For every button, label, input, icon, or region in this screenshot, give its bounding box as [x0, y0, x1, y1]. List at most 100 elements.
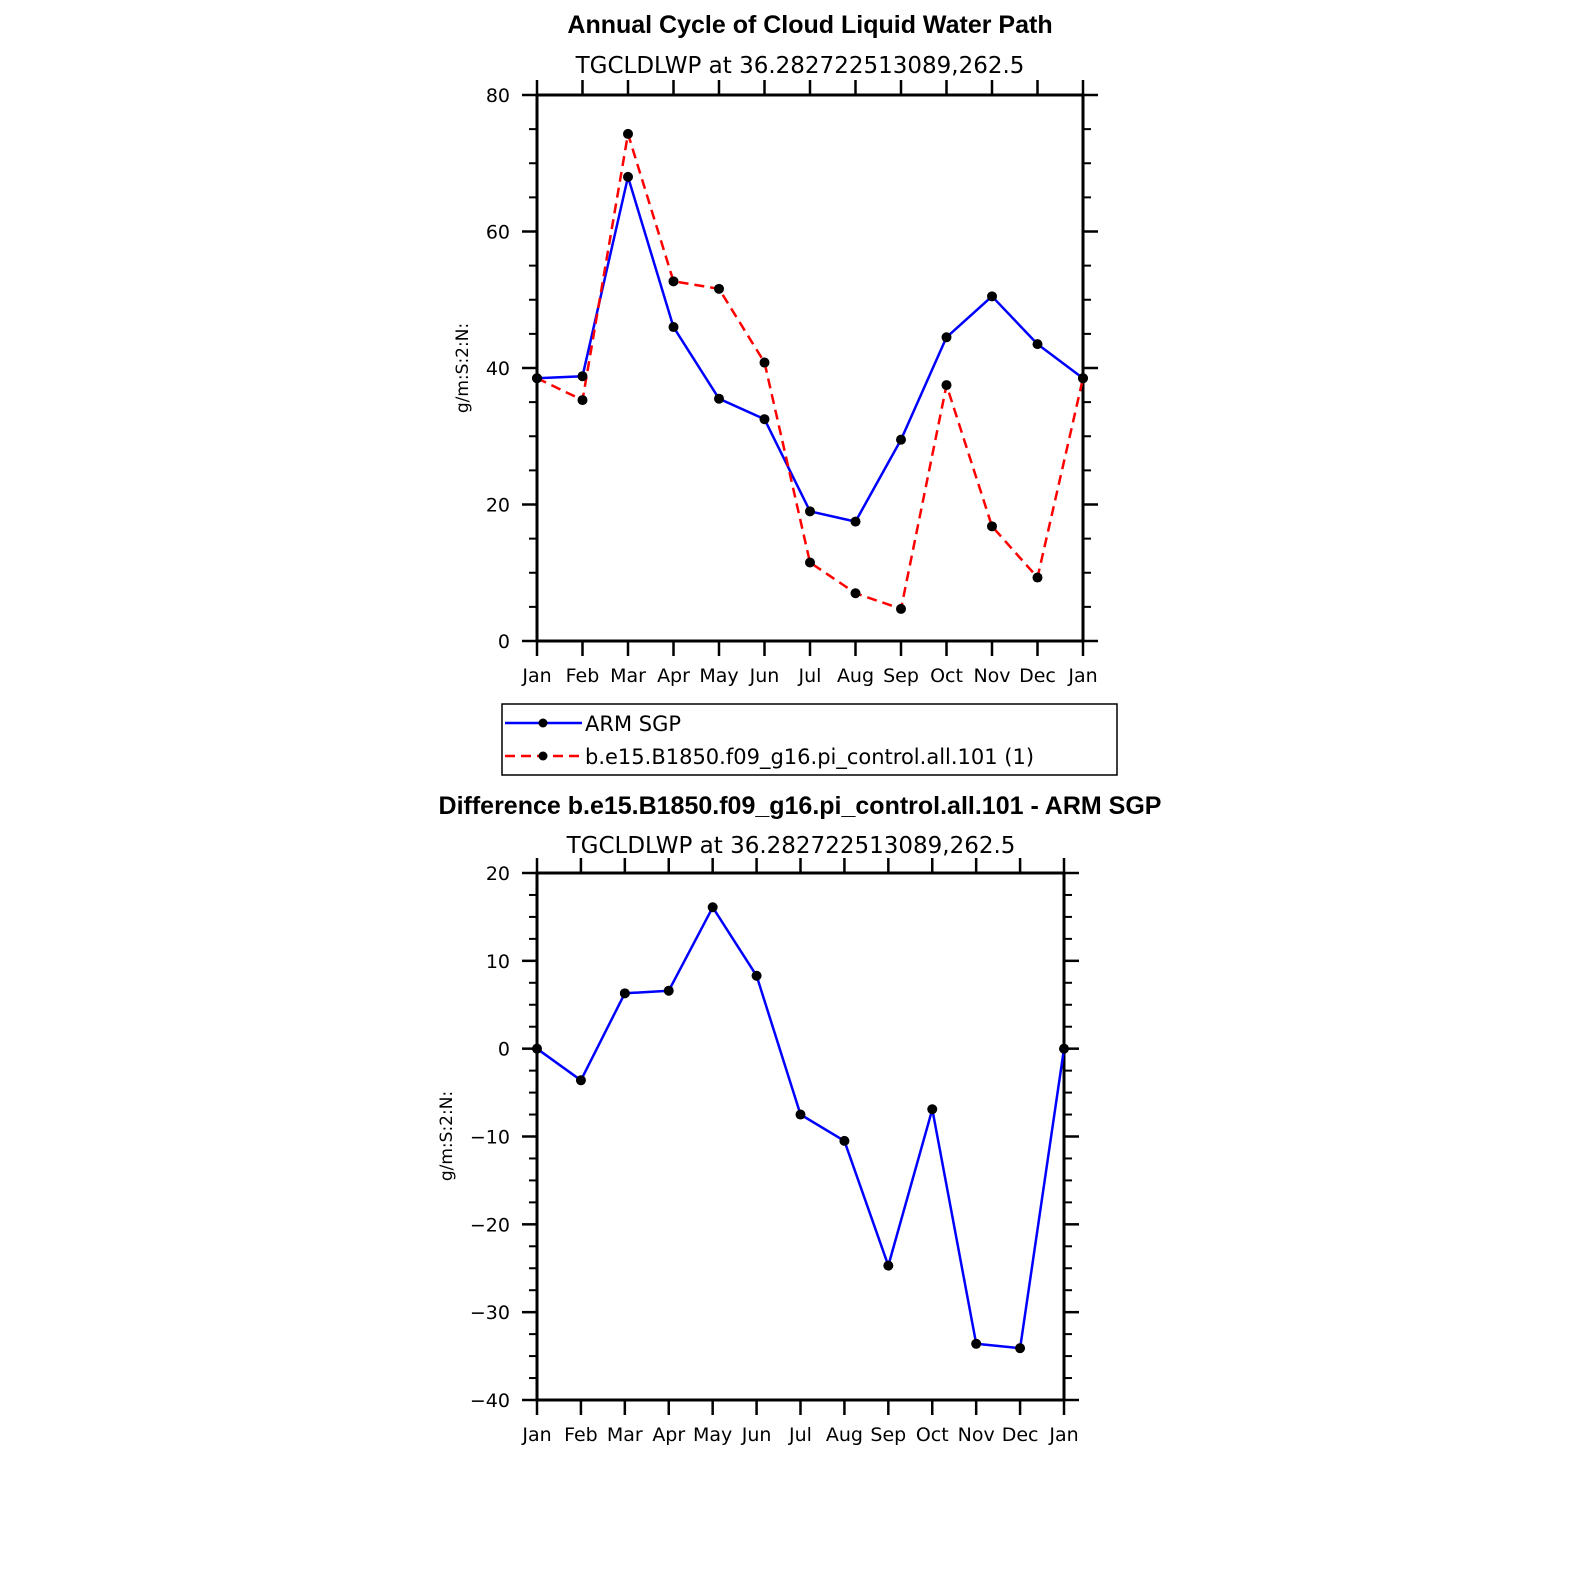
data-point-series-2 — [623, 128, 633, 139]
data-point-series-1 — [883, 1260, 894, 1271]
series-line-2 — [536, 132, 1085, 611]
data-point-series-2 — [896, 603, 906, 614]
x-tick-label: Aug — [826, 1424, 863, 1446]
series-group — [532, 902, 1069, 1354]
data-point-series-2 — [1032, 572, 1043, 583]
legend-label-arm-sgp: ARM SGP — [585, 712, 681, 736]
x-tick-label: Jan — [1067, 665, 1097, 687]
data-point-series-2 — [532, 373, 542, 384]
x-tick-label: Sep — [870, 1424, 906, 1446]
annual-cycle-panel: Annual Cycle of Cloud Liquid Water Path … — [453, 11, 1098, 687]
data-point-series-1 — [575, 1075, 586, 1086]
legend-marker-model — [538, 751, 548, 761]
data-point-series-1 — [623, 171, 633, 182]
data-point-series-1 — [971, 1338, 982, 1349]
legend: ARM SGP b.e15.B1850.f09_g16.pi_control.a… — [501, 703, 1118, 776]
data-point-series-2 — [941, 380, 952, 391]
data-point-series-2 — [987, 521, 997, 532]
chart-subtitle: TGCLDLWP at 36.282722513089,262.5 — [566, 833, 1016, 859]
axis-ticks — [522, 80, 1098, 656]
data-point-series-1 — [850, 516, 861, 527]
data-point-series-1 — [927, 1104, 938, 1115]
x-tick-label: Jul — [798, 665, 822, 687]
data-point-series-2 — [714, 283, 724, 294]
x-tick-label: Dec — [1019, 665, 1056, 687]
data-point-series-1 — [839, 1135, 850, 1146]
plot-frame — [535, 871, 1066, 1402]
data-point-series-1 — [577, 371, 588, 382]
x-tick-label: Oct — [930, 665, 963, 687]
x-tick-label: Oct — [916, 1424, 949, 1446]
series-group — [532, 128, 1088, 614]
legend-marker-arm-sgp — [538, 718, 548, 728]
y-tick-label: 60 — [486, 222, 510, 244]
data-point-series-1 — [714, 393, 724, 404]
y-tick-label: −10 — [470, 1127, 510, 1149]
difference-panel: Difference b.e15.B1850.f09_g16.pi_contro… — [437, 792, 1161, 1446]
data-point-series-1 — [751, 970, 762, 981]
data-point-series-1 — [663, 985, 674, 996]
y-tick-label: 80 — [486, 85, 510, 107]
chart-title: Annual Cycle of Cloud Liquid Water Path — [567, 11, 1052, 39]
x-tick-label: Feb — [564, 1424, 598, 1446]
data-point-series-1 — [987, 291, 997, 302]
data-point-series-1 — [1059, 1043, 1069, 1054]
x-tick-label: Jan — [1048, 1424, 1078, 1446]
x-tick-label: Mar — [607, 1424, 643, 1446]
data-point-series-2 — [805, 557, 815, 568]
series-line-1 — [536, 175, 1084, 523]
y-tick-label: 0 — [498, 631, 510, 653]
y-tick-label: 10 — [486, 951, 510, 973]
data-point-series-1 — [759, 414, 770, 425]
data-point-series-2 — [759, 357, 770, 368]
chart-subtitle: TGCLDLWP at 36.282722513089,262.5 — [575, 53, 1025, 79]
series-line-1 — [536, 906, 1066, 1350]
y-tick-label: −30 — [470, 1302, 510, 1324]
x-tick-label: May — [693, 1424, 732, 1446]
legend-box — [501, 703, 1118, 776]
data-point-series-1 — [805, 506, 815, 517]
data-point-series-1 — [619, 988, 630, 999]
x-tick-label: Mar — [610, 665, 646, 687]
x-tick-labels: Jan Feb Mar Apr May Jun Jul Aug Sep Oct Nov Dec Jan — [521, 1424, 1078, 1446]
x-tick-label: Feb — [566, 665, 600, 687]
data-point-series-2 — [1078, 373, 1088, 384]
x-tick-label: Jun — [741, 1424, 772, 1446]
data-point-series-2 — [668, 276, 679, 287]
y-tick-label: 20 — [486, 863, 510, 885]
data-point-series-2 — [577, 395, 588, 406]
x-tick-label: Dec — [1002, 1424, 1039, 1446]
x-tick-label: May — [699, 665, 738, 687]
legend-label-model: b.e15.B1850.f09_g16.pi_control.all.101 (… — [585, 745, 1034, 770]
y-axis-label: g/m:S:2:N: — [437, 1091, 457, 1181]
y-tick-labels: 0 20 40 60 80 — [486, 85, 510, 653]
y-tick-label: 0 — [498, 1039, 510, 1061]
x-tick-label: Nov — [958, 1424, 995, 1446]
x-tick-label: Jan — [521, 665, 551, 687]
data-point-series-1 — [532, 1043, 542, 1054]
data-point-series-1 — [707, 902, 718, 913]
chart-title: Difference b.e15.B1850.f09_g16.pi_contro… — [439, 792, 1162, 820]
x-tick-labels: Jan Feb Mar Apr May Jun Jul Aug Sep Oct Nov Dec Jan — [521, 665, 1097, 687]
data-point-series-1 — [795, 1109, 806, 1120]
data-point-series-2 — [850, 588, 861, 599]
y-tick-label: 20 — [486, 495, 510, 517]
x-tick-label: Aug — [837, 665, 874, 687]
x-tick-label: Apr — [652, 1424, 685, 1446]
y-tick-labels: −40 −30 −20 −10 0 10 20 — [470, 863, 510, 1412]
x-tick-label: Apr — [657, 665, 690, 687]
y-tick-label: 40 — [486, 358, 510, 380]
y-axis-label: g/m:S:2:N: — [453, 323, 473, 413]
x-tick-label: Jun — [749, 665, 780, 687]
data-point-series-1 — [896, 434, 906, 445]
x-tick-label: Nov — [973, 665, 1010, 687]
x-tick-label: Jul — [788, 1424, 812, 1446]
data-point-series-1 — [1015, 1343, 1026, 1354]
x-tick-label: Jan — [521, 1424, 551, 1446]
y-tick-label: −40 — [470, 1390, 510, 1412]
data-point-series-1 — [1032, 339, 1043, 350]
data-point-series-1 — [668, 322, 679, 333]
y-tick-label: −20 — [470, 1214, 510, 1236]
data-point-series-1 — [941, 332, 952, 343]
